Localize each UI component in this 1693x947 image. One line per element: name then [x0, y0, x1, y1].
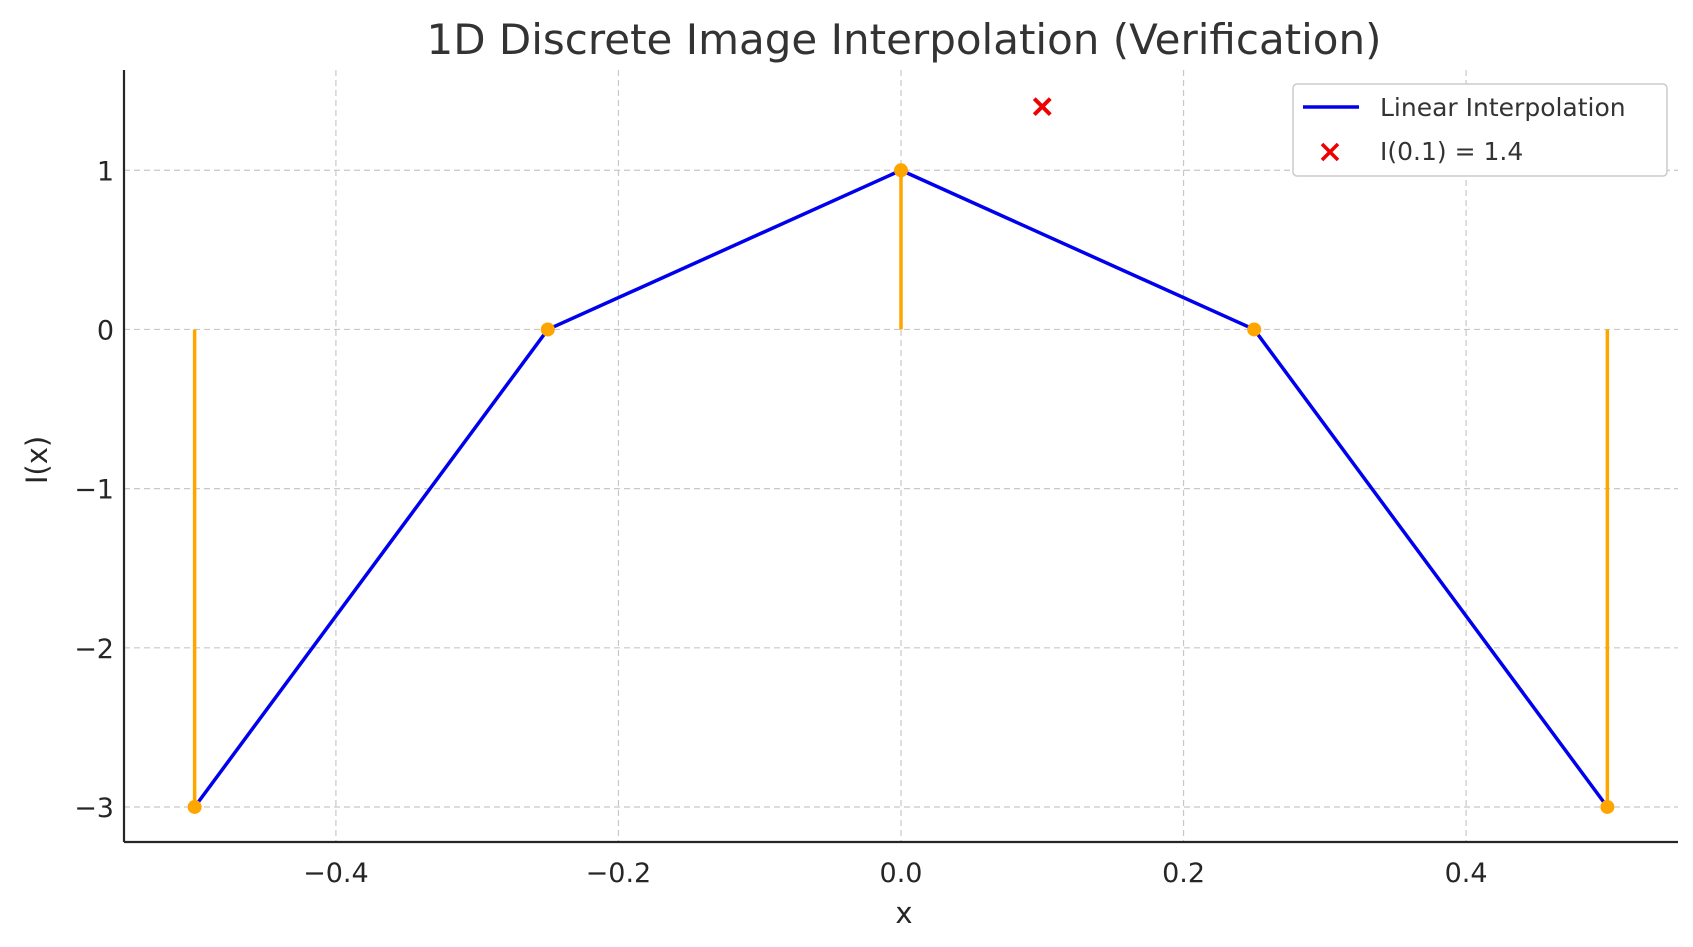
- y-tick-label-4: −3: [74, 793, 114, 824]
- y-tick-label-2: −1: [74, 475, 114, 506]
- axes: [122, 70, 1678, 844]
- legend-entry-point: I(0.1) = 1.4: [1380, 137, 1523, 166]
- y-axis-label: I(x): [20, 436, 54, 484]
- x-tick-label-0: −0.4: [303, 858, 369, 889]
- stem-marker-4: [1600, 799, 1615, 814]
- x-tick-label-2: 0.0: [880, 858, 923, 889]
- x-tick-label-1: −0.2: [586, 858, 652, 889]
- y-tick-label-3: −2: [74, 634, 114, 665]
- stems: [192, 170, 1610, 807]
- stem-marker-3: [1247, 322, 1262, 337]
- chart-title: 1D Discrete Image Interpolation (Verific…: [426, 15, 1381, 64]
- x-axis-label: x: [895, 896, 912, 930]
- scatter-point-x-marker: [1032, 97, 1052, 117]
- x-tick-label-4: 0.4: [1445, 858, 1488, 889]
- stem-marker-1: [540, 322, 555, 337]
- legend-entry-linear: Linear Interpolation: [1380, 93, 1626, 122]
- y-tick-label-0: 1: [97, 156, 114, 187]
- legend-box: [1292, 83, 1668, 177]
- x-ticks: −0.4 −0.2 0.0 0.2 0.4: [303, 858, 1487, 889]
- legend-x-marker-icon: [1320, 142, 1340, 162]
- stem-marker-0: [187, 799, 202, 814]
- y-tick-label-1: 0: [97, 315, 114, 346]
- y-ticks: 1 0 −1 −2 −3: [74, 156, 114, 824]
- series-layer: [187, 97, 1615, 814]
- legend: Linear Interpolation I(0.1) = 1.4: [1292, 83, 1668, 177]
- stem-marker-2: [894, 163, 908, 178]
- x-tick-label-3: 0.2: [1162, 858, 1205, 889]
